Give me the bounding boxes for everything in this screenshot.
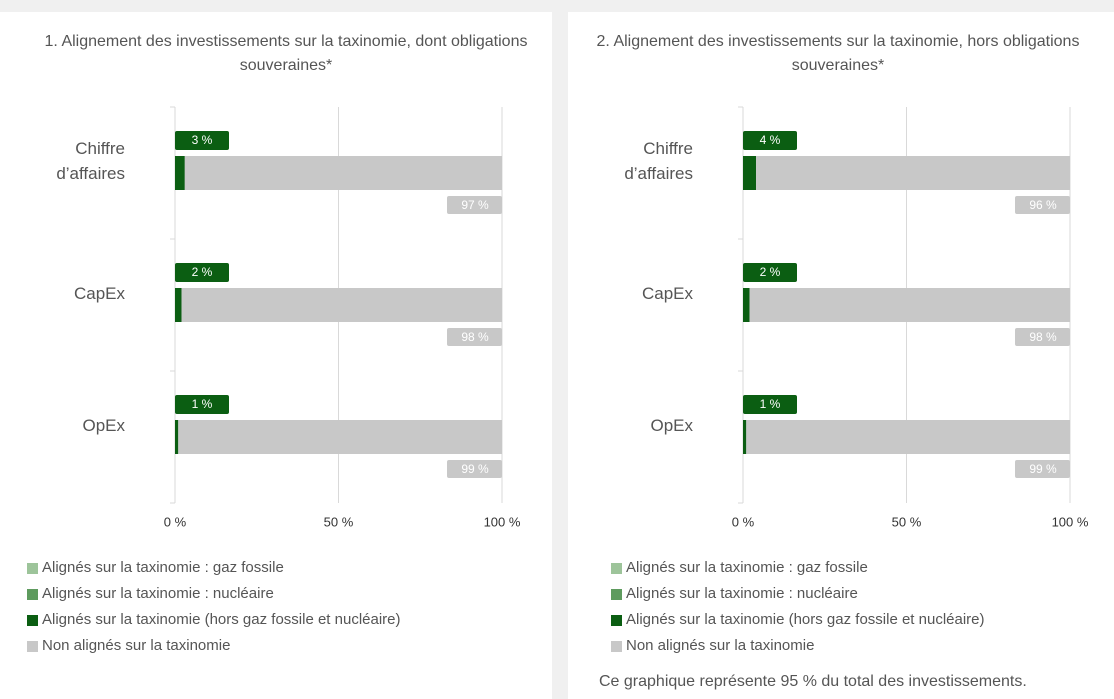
category-label: CapEx xyxy=(641,283,693,303)
label-box xyxy=(447,460,502,478)
bar-segment xyxy=(746,420,1070,454)
bar-segment xyxy=(743,156,757,190)
bar-segment xyxy=(175,156,185,190)
x-tick-label: 0 % xyxy=(732,514,755,529)
value-label: 99 % xyxy=(1029,462,1057,476)
chart-title: 2. Alignement des investissements sur la… xyxy=(596,33,1080,74)
label-box xyxy=(1015,196,1070,214)
legend-label: Non alignés sur la taxinomie xyxy=(42,637,231,654)
label-box xyxy=(743,263,797,282)
label-box xyxy=(447,328,502,346)
chart-panel: 1. Alignement des investissements sur la… xyxy=(0,12,552,699)
label-box xyxy=(1015,328,1070,346)
value-label: 2 % xyxy=(760,265,781,279)
legend-swatch xyxy=(611,563,622,574)
value-label: 4 % xyxy=(760,133,781,147)
label-box xyxy=(743,131,797,150)
value-label: 3 % xyxy=(192,133,213,147)
x-tick-label: 50 % xyxy=(892,514,922,529)
value-label: 98 % xyxy=(461,330,489,344)
label-box xyxy=(175,395,229,414)
bar-segment xyxy=(181,288,503,322)
chart-panel: 2. Alignement des investissements sur la… xyxy=(568,12,1114,699)
legend-label: Alignés sur la taxinomie : gaz fossile xyxy=(42,559,284,576)
category-label: OpEx xyxy=(650,415,693,435)
bar-segment xyxy=(756,156,1070,190)
bar-segment xyxy=(178,420,502,454)
bar-segment xyxy=(184,156,502,190)
label-box xyxy=(1015,460,1070,478)
legend-label: Non alignés sur la taxinomie xyxy=(626,637,815,654)
label-box xyxy=(447,196,502,214)
bar-segment xyxy=(743,420,747,454)
legend-label: Alignés sur la taxinomie : nucléaire xyxy=(42,585,274,602)
value-label: 1 % xyxy=(760,397,781,411)
label-box xyxy=(175,263,229,282)
legend-label: Alignés sur la taxinomie : gaz fossile xyxy=(626,559,868,576)
value-label: 99 % xyxy=(461,462,489,476)
value-label: 97 % xyxy=(461,198,489,212)
category-label: CapEx xyxy=(73,283,125,303)
x-tick-label: 100 % xyxy=(1052,514,1089,529)
label-box xyxy=(175,131,229,150)
value-label: 2 % xyxy=(192,265,213,279)
category-label: OpEx xyxy=(82,415,125,435)
x-tick-label: 0 % xyxy=(164,514,187,529)
bar-segment xyxy=(175,288,182,322)
x-tick-label: 50 % xyxy=(324,514,354,529)
x-tick-label: 100 % xyxy=(484,514,521,529)
chart-title: 1. Alignement des investissements sur la… xyxy=(44,33,528,74)
value-label: 96 % xyxy=(1029,198,1057,212)
legend-swatch xyxy=(611,615,622,626)
bar-segment xyxy=(749,288,1070,322)
legend-swatch xyxy=(611,589,622,600)
legend-label: Alignés sur la taxinomie (hors gaz fossi… xyxy=(626,611,985,628)
legend-swatch xyxy=(27,615,38,626)
value-label: 98 % xyxy=(1029,330,1057,344)
category-label: Chiffre d’affaires xyxy=(624,139,693,183)
legend-swatch xyxy=(27,563,38,574)
legend-label: Alignés sur la taxinomie : nucléaire xyxy=(626,585,858,602)
bar-segment xyxy=(175,420,179,454)
footnote: Ce graphique représente 95 % du total de… xyxy=(599,673,1027,690)
label-box xyxy=(743,395,797,414)
legend-swatch xyxy=(27,589,38,600)
legend-swatch xyxy=(27,641,38,652)
plot: 0 % 50 % 100 % 3 % 97 % 2 % 98 % 1 % 99 % xyxy=(164,106,521,529)
legend-label: Alignés sur la taxinomie (hors gaz fossi… xyxy=(42,611,401,628)
plot: 0 % 50 % 100 % 4 % 96 % 2 % 98 % 1 % 99 % xyxy=(732,106,1089,529)
bar-segment xyxy=(743,288,750,322)
legend-swatch xyxy=(611,641,622,652)
category-label: Chiffre d’affaires xyxy=(56,139,125,183)
value-label: 1 % xyxy=(192,397,213,411)
